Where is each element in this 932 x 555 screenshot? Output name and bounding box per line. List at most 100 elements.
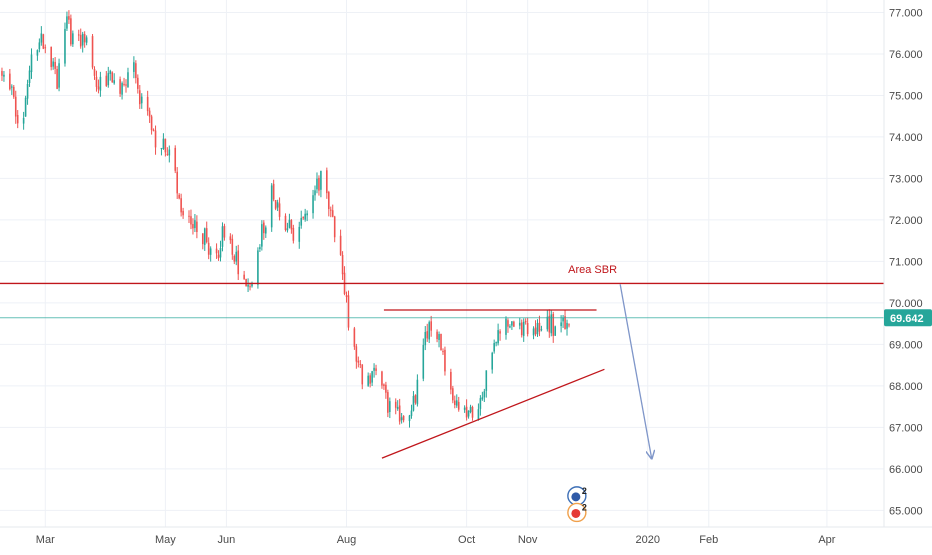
candle-body[interactable]: [481, 397, 484, 400]
candle-body[interactable]: [300, 217, 303, 226]
event-badge-1[interactable]: 2: [567, 486, 587, 506]
candle-body[interactable]: [154, 130, 157, 148]
bearish-projection-arrow[interactable]: [619, 284, 652, 458]
candle-body[interactable]: [113, 80, 115, 84]
candle-body[interactable]: [160, 148, 163, 150]
candle-body[interactable]: [146, 96, 149, 112]
candle-body[interactable]: [375, 368, 377, 371]
candle-body[interactable]: [97, 86, 100, 90]
candle-body[interactable]: [66, 16, 68, 29]
candle-body[interactable]: [396, 406, 399, 409]
candle-body[interactable]: [560, 322, 562, 327]
candle-body[interactable]: [381, 371, 383, 386]
candle-body[interactable]: [138, 90, 141, 105]
candle-body[interactable]: [387, 392, 389, 413]
candle-body[interactable]: [164, 138, 167, 153]
drawing-annotations[interactable]: Area SBR: [0, 264, 884, 458]
candle-body[interactable]: [219, 248, 222, 258]
candle-body[interactable]: [463, 407, 466, 410]
candle-body[interactable]: [333, 216, 336, 238]
candle-body[interactable]: [28, 70, 31, 83]
candle-body[interactable]: [546, 316, 549, 330]
candle-body[interactable]: [430, 321, 432, 331]
candle-body[interactable]: [26, 83, 29, 99]
candle-body[interactable]: [72, 33, 74, 45]
candle-body[interactable]: [264, 227, 267, 234]
candle-body[interactable]: [111, 72, 114, 83]
candle-body[interactable]: [355, 346, 358, 362]
candle-body[interactable]: [233, 255, 236, 262]
candle-body[interactable]: [465, 406, 468, 418]
candle-body[interactable]: [394, 401, 397, 408]
candle-body[interactable]: [64, 28, 66, 64]
area-sbr-label[interactable]: Area SBR: [568, 264, 617, 276]
candle-body[interactable]: [194, 220, 196, 229]
candle-body[interactable]: [568, 324, 570, 326]
candle-body[interactable]: [125, 84, 127, 86]
candle-body[interactable]: [373, 367, 375, 371]
candle-body[interactable]: [509, 326, 511, 328]
candle-body[interactable]: [137, 77, 139, 89]
candle-body[interactable]: [426, 331, 429, 339]
candle-body[interactable]: [52, 61, 54, 67]
candle-body[interactable]: [188, 215, 190, 217]
candle-body[interactable]: [261, 224, 263, 247]
candle-body[interactable]: [77, 34, 80, 36]
candle-body[interactable]: [209, 248, 212, 255]
candle-body[interactable]: [507, 320, 509, 327]
candle-body[interactable]: [428, 322, 431, 340]
candle-body[interactable]: [298, 226, 301, 242]
candle-body[interactable]: [81, 33, 84, 46]
time-axis[interactable]: Mar May Jun Aug Oct Nov 2020 Feb Apr: [36, 534, 836, 546]
candle-body[interactable]: [215, 248, 218, 254]
candle-body[interactable]: [40, 33, 43, 43]
candle-body[interactable]: [249, 286, 251, 288]
candle-body[interactable]: [95, 76, 98, 87]
candle-body[interactable]: [243, 274, 245, 280]
candle-body[interactable]: [93, 68, 96, 76]
candle-body[interactable]: [538, 322, 541, 332]
candle-body[interactable]: [174, 147, 177, 171]
candle-body[interactable]: [331, 210, 334, 217]
candle-body[interactable]: [24, 97, 27, 117]
candle-body[interactable]: [398, 405, 401, 422]
candle-body[interactable]: [1, 71, 3, 76]
candle-body[interactable]: [79, 34, 82, 47]
candle-body[interactable]: [564, 316, 566, 330]
candle-body[interactable]: [107, 73, 110, 86]
candle-body[interactable]: [178, 194, 180, 199]
candle-body[interactable]: [444, 349, 446, 372]
candle-body[interactable]: [286, 228, 289, 231]
candle-body[interactable]: [192, 224, 194, 229]
candle-body[interactable]: [119, 79, 121, 94]
candle-body[interactable]: [121, 83, 123, 95]
candle-body[interactable]: [457, 401, 460, 410]
candle-body[interactable]: [341, 255, 344, 275]
candle-body[interactable]: [56, 69, 58, 89]
candle-body[interactable]: [422, 344, 425, 379]
candle-body[interactable]: [22, 117, 25, 124]
candle-body[interactable]: [292, 227, 295, 241]
candle-body[interactable]: [150, 116, 153, 131]
candle-body[interactable]: [9, 73, 11, 90]
candle-body[interactable]: [312, 195, 314, 214]
candle-body[interactable]: [400, 417, 403, 421]
candle-body[interactable]: [467, 410, 470, 417]
candle-body[interactable]: [532, 328, 535, 336]
candle-body[interactable]: [424, 331, 427, 346]
candle-body[interactable]: [109, 70, 112, 74]
candle-body[interactable]: [369, 375, 371, 384]
candle-body[interactable]: [536, 322, 539, 335]
candle-body[interactable]: [3, 74, 5, 77]
candle-body[interactable]: [203, 228, 206, 245]
candle-body[interactable]: [272, 183, 275, 200]
candle-body[interactable]: [205, 228, 208, 243]
candle-body[interactable]: [127, 72, 129, 88]
candle-body[interactable]: [270, 185, 273, 228]
candle-body[interactable]: [526, 323, 529, 335]
candle-body[interactable]: [534, 327, 537, 335]
candle-body[interactable]: [302, 217, 304, 219]
candle-body[interactable]: [229, 236, 232, 241]
candle-body[interactable]: [135, 63, 137, 79]
